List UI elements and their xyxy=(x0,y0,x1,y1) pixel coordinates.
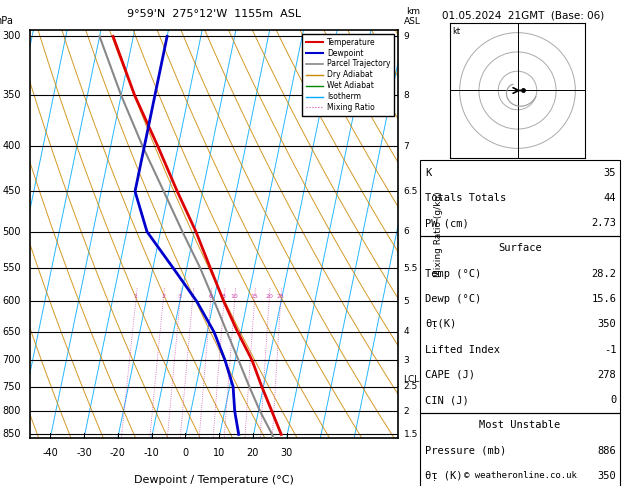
Text: 15: 15 xyxy=(250,294,259,299)
Text: Temp (°C): Temp (°C) xyxy=(425,269,481,279)
Text: kt: kt xyxy=(452,27,460,36)
Text: Totals Totals: Totals Totals xyxy=(425,193,506,203)
Text: 350: 350 xyxy=(598,319,616,330)
Text: 25: 25 xyxy=(277,294,284,299)
Text: 300: 300 xyxy=(3,32,21,41)
Text: 700: 700 xyxy=(3,355,21,365)
Text: 550: 550 xyxy=(2,263,21,273)
Text: 1: 1 xyxy=(134,294,138,299)
Text: 4: 4 xyxy=(404,328,409,336)
Text: 0: 0 xyxy=(182,448,188,458)
Text: Most Unstable: Most Unstable xyxy=(479,420,560,431)
Text: 750: 750 xyxy=(2,382,21,392)
Text: Dewpoint / Temperature (°C): Dewpoint / Temperature (°C) xyxy=(134,475,294,485)
Text: LCL: LCL xyxy=(404,375,420,384)
Text: Pressure (mb): Pressure (mb) xyxy=(425,446,506,456)
Text: 3: 3 xyxy=(404,356,409,364)
Text: 30: 30 xyxy=(281,448,292,458)
Text: 2.5: 2.5 xyxy=(404,382,418,391)
Text: θᴉ(K): θᴉ(K) xyxy=(425,319,456,330)
Text: -1: -1 xyxy=(604,345,616,355)
Text: -20: -20 xyxy=(110,448,126,458)
Text: K: K xyxy=(425,168,431,178)
Text: 2: 2 xyxy=(161,294,165,299)
Legend: Temperature, Dewpoint, Parcel Trajectory, Dry Adiabat, Wet Adiabat, Isotherm, Mi: Temperature, Dewpoint, Parcel Trajectory… xyxy=(303,34,394,116)
Text: 28.2: 28.2 xyxy=(591,269,616,279)
Text: 15.6: 15.6 xyxy=(591,294,616,304)
Text: 400: 400 xyxy=(3,141,21,151)
Text: 350: 350 xyxy=(598,471,616,481)
Text: 6.5: 6.5 xyxy=(404,187,418,196)
Text: 1.5: 1.5 xyxy=(404,430,418,439)
Text: 6: 6 xyxy=(209,294,213,299)
Text: hPa: hPa xyxy=(0,16,13,26)
Text: 3: 3 xyxy=(178,294,182,299)
Text: 350: 350 xyxy=(3,90,21,100)
Text: 2: 2 xyxy=(404,407,409,416)
Text: -10: -10 xyxy=(143,448,159,458)
Text: 8: 8 xyxy=(404,91,409,100)
Text: 886: 886 xyxy=(598,446,616,456)
Text: 7: 7 xyxy=(404,142,409,151)
Text: Mixing Ratio (g/kg): Mixing Ratio (g/kg) xyxy=(434,191,443,277)
Text: 0: 0 xyxy=(610,395,616,405)
Text: Surface: Surface xyxy=(498,243,542,254)
Text: 650: 650 xyxy=(3,327,21,337)
Text: -30: -30 xyxy=(76,448,92,458)
Text: 44: 44 xyxy=(604,193,616,203)
Text: 20: 20 xyxy=(247,448,259,458)
Text: 450: 450 xyxy=(3,186,21,196)
Text: 10: 10 xyxy=(231,294,238,299)
Text: PW (cm): PW (cm) xyxy=(425,218,469,228)
Text: 01.05.2024  21GMT  (Base: 06): 01.05.2024 21GMT (Base: 06) xyxy=(442,11,604,21)
Text: Dewp (°C): Dewp (°C) xyxy=(425,294,481,304)
Text: © weatheronline.co.uk: © weatheronline.co.uk xyxy=(464,471,576,480)
Text: 5.5: 5.5 xyxy=(404,263,418,273)
Text: 600: 600 xyxy=(3,296,21,306)
Text: 5: 5 xyxy=(404,297,409,306)
Text: θᴉ (K): θᴉ (K) xyxy=(425,471,462,481)
Text: 850: 850 xyxy=(3,430,21,439)
Text: 9°59'N  275°12'W  1155m  ASL: 9°59'N 275°12'W 1155m ASL xyxy=(127,9,301,19)
Text: 2.73: 2.73 xyxy=(591,218,616,228)
Text: CAPE (J): CAPE (J) xyxy=(425,370,475,380)
Text: 4: 4 xyxy=(191,294,194,299)
Text: 500: 500 xyxy=(3,226,21,237)
Text: 6: 6 xyxy=(404,227,409,236)
Text: km
ASL: km ASL xyxy=(404,6,421,26)
Text: 10: 10 xyxy=(213,448,225,458)
Text: 800: 800 xyxy=(3,406,21,416)
Text: 8: 8 xyxy=(222,294,226,299)
Text: Lifted Index: Lifted Index xyxy=(425,345,500,355)
Text: 278: 278 xyxy=(598,370,616,380)
Text: 20: 20 xyxy=(265,294,273,299)
Text: CIN (J): CIN (J) xyxy=(425,395,469,405)
Text: 9: 9 xyxy=(404,32,409,41)
Text: -40: -40 xyxy=(42,448,58,458)
Text: 35: 35 xyxy=(604,168,616,178)
